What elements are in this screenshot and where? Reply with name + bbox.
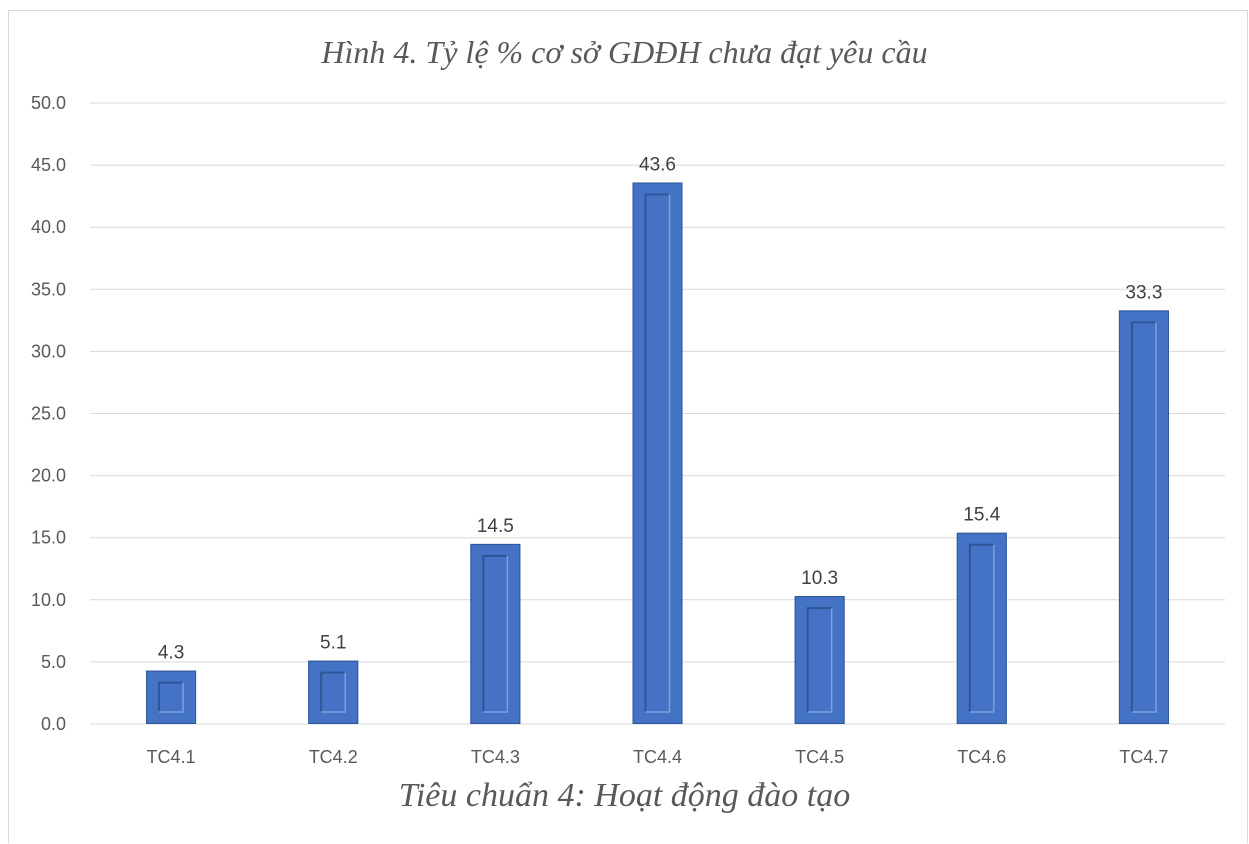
y-tick-label: 35.0: [31, 279, 66, 299]
x-axis-title: Tiêu chuẩn 4: Hoạt động đào tạo: [398, 777, 851, 814]
bar-tc4-5: [794, 596, 845, 724]
y-tick-label: 5.0: [41, 652, 66, 672]
x-tick-label: TC4.6: [957, 747, 1006, 767]
chart-title: Hình 4. Tỷ lệ % cơ sở GDĐH chưa đạt yêu …: [321, 34, 928, 70]
data-label: 15.4: [963, 505, 1000, 526]
y-tick-label: 0.0: [41, 714, 66, 734]
bar-tc4-6: [956, 532, 1007, 724]
x-tick-label: TC4.3: [471, 747, 520, 767]
x-tick-label: TC4.5: [795, 747, 844, 767]
y-tick-label: 40.0: [31, 217, 66, 237]
data-label: 5.1: [320, 633, 346, 654]
x-tick-label: TC4.2: [309, 747, 358, 767]
data-label: 33.3: [1125, 282, 1162, 303]
y-tick-label: 10.0: [31, 590, 66, 610]
x-axis-ticks: TC4.1 TC4.2 TC4.3 TC4.4 TC4.5 TC4.6 TC4.7: [147, 747, 1169, 767]
bar-tc4-1: [146, 670, 197, 724]
bars: [146, 182, 1169, 725]
data-label: 4.3: [158, 643, 184, 664]
x-tick-label: TC4.4: [633, 747, 682, 767]
bar-tc4-2: [308, 660, 359, 725]
y-tick-label: 50.0: [31, 93, 66, 113]
data-label: 14.5: [477, 516, 514, 537]
data-labels: 4.3 5.1 14.5 43.6 10.3 15.4 33.3: [158, 154, 1163, 663]
y-axis-ticks: 0.0 5.0 10.0 15.0 20.0 25.0 30.0 35.0 40.0 45.0 50…: [31, 93, 66, 734]
chart-frame: [8, 10, 1248, 843]
y-tick-label: 25.0: [31, 404, 66, 424]
bar-tc4-3: [470, 543, 521, 724]
y-tick-label: 30.0: [31, 341, 66, 361]
y-tick-label: 20.0: [31, 466, 66, 486]
y-tick-label: 45.0: [31, 155, 66, 175]
x-tick-label: TC4.7: [1119, 747, 1168, 767]
y-tick-label: 15.0: [31, 528, 66, 548]
data-label: 10.3: [801, 568, 838, 589]
data-label: 43.6: [639, 154, 676, 175]
bar-tc4-7: [1118, 310, 1169, 724]
bar-tc4-4: [632, 182, 683, 725]
x-tick-label: TC4.1: [147, 747, 196, 767]
